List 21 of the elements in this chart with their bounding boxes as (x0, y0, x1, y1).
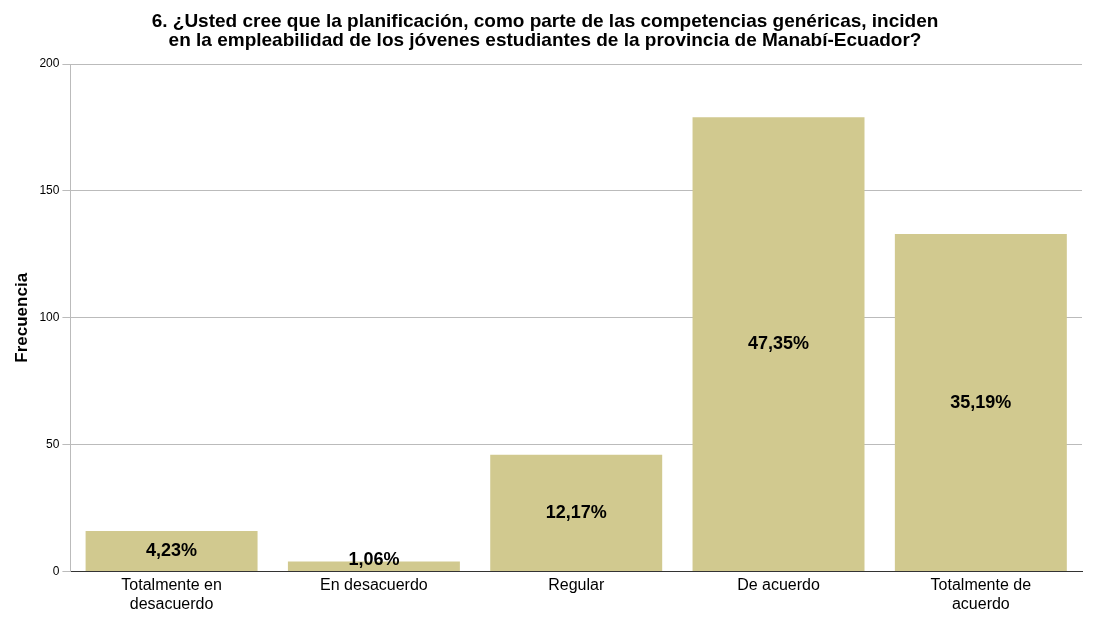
chart-title: 6. ¿Usted cree que la planificación, como parte de las competencias genéricas, inciden en la empleabilidad de los jóvenes estudiantes de la provincia de Manabí-Ecuador? (151, 9, 939, 50)
bar (894, 234, 1067, 572)
annotation: 35,19% (950, 391, 1012, 412)
y-tick-label: 150 (39, 183, 60, 198)
y-tick-label: 50 (46, 437, 60, 452)
x-tick-label: Regular (548, 575, 605, 593)
annotation: 4,23% (146, 540, 198, 561)
x-tick-label: En desacuerdo (320, 575, 428, 593)
x-tick-label: De acuerdo (737, 575, 820, 593)
bar (692, 117, 865, 572)
x-tick-label: Totalmente de acuerdo (930, 575, 1032, 612)
annotation: 47,35% (748, 333, 810, 354)
y-tick-label: 100 (39, 310, 60, 325)
y-axis-title: Frecuencia (11, 272, 31, 363)
bar (490, 454, 663, 572)
y-tick-label: 0 (52, 563, 60, 578)
annotation: 12,17% (545, 501, 607, 522)
annotation: 1,06% (348, 549, 400, 570)
x-tick-label: Totalmente en desacuerdo (121, 575, 222, 612)
bar (85, 530, 258, 572)
y-tick-label: 200 (39, 56, 60, 71)
